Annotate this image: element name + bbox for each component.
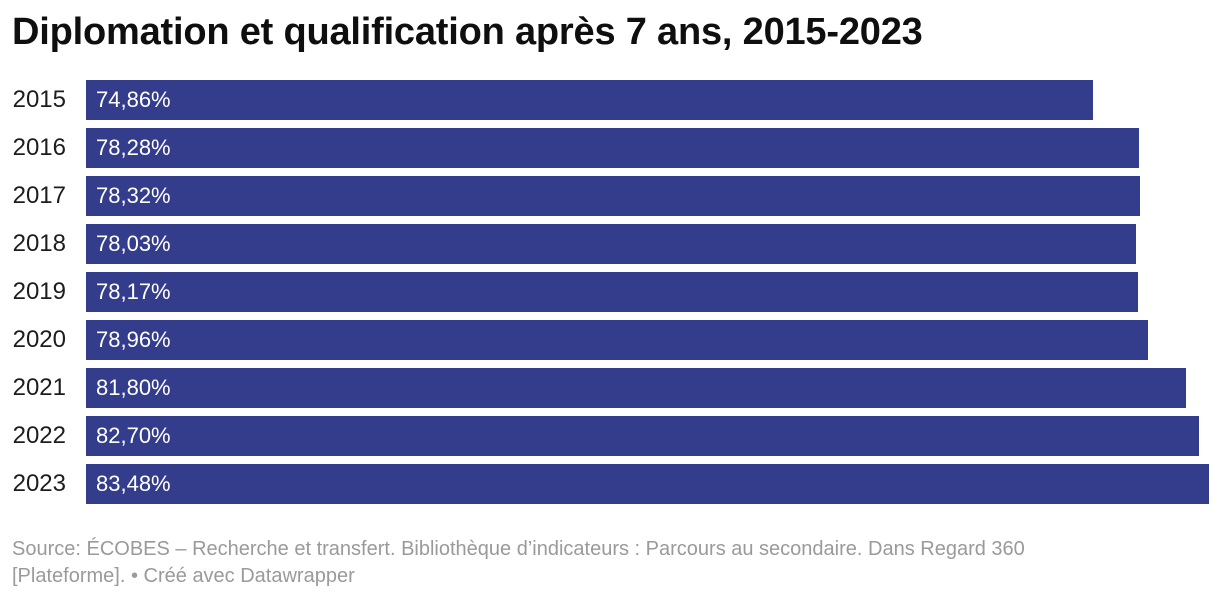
bar: 78,28% bbox=[86, 127, 1140, 168]
bar: 78,96% bbox=[86, 319, 1149, 360]
bar-row: 2017 78,32% bbox=[12, 175, 1209, 216]
source-text: Source: ÉCOBES – Recherche et transfert.… bbox=[12, 537, 1025, 587]
category-label: 2016 bbox=[12, 133, 66, 161]
category-label: 2021 bbox=[12, 373, 66, 401]
bar: 78,17% bbox=[86, 271, 1138, 312]
value-label: 81,80% bbox=[96, 374, 171, 400]
value-label: 78,17% bbox=[96, 278, 171, 304]
value-label: 78,03% bbox=[96, 230, 171, 256]
bar: 74,86% bbox=[86, 79, 1094, 120]
bar: 82,70% bbox=[86, 415, 1199, 456]
category-label: 2015 bbox=[12, 85, 66, 113]
bar-track: 78,28% bbox=[86, 127, 1209, 168]
bar: 78,32% bbox=[86, 175, 1140, 216]
category-label: 2020 bbox=[12, 325, 66, 353]
chart-container: Diplomation et qualification après 7 ans… bbox=[12, 11, 1209, 590]
bar-track: 78,03% bbox=[86, 223, 1209, 264]
bar-track: 82,70% bbox=[86, 415, 1209, 456]
category-label: 2018 bbox=[12, 229, 66, 257]
bar: 78,03% bbox=[86, 223, 1136, 264]
bar-track: 74,86% bbox=[86, 79, 1209, 120]
bar-row: 2016 78,28% bbox=[12, 127, 1209, 168]
value-label: 78,96% bbox=[96, 326, 171, 352]
value-label: 82,70% bbox=[96, 422, 171, 448]
value-label: 83,48% bbox=[96, 470, 171, 496]
bar-row: 2019 78,17% bbox=[12, 271, 1209, 312]
category-label: 2022 bbox=[12, 421, 66, 449]
bar: 83,48% bbox=[86, 463, 1209, 504]
bar-track: 78,17% bbox=[86, 271, 1209, 312]
footer: Source: ÉCOBES – Recherche et transfert.… bbox=[12, 536, 1117, 590]
bar: 81,80% bbox=[86, 367, 1187, 408]
bar-row: 2021 81,80% bbox=[12, 367, 1209, 408]
value-label: 78,32% bbox=[96, 182, 171, 208]
bar-row: 2020 78,96% bbox=[12, 319, 1209, 360]
category-label: 2019 bbox=[12, 277, 66, 305]
bar-chart-rows: 2015 74,86% 2016 78,28% 2017 78,32% 2018… bbox=[12, 79, 1209, 504]
footer-separator: • bbox=[130, 564, 138, 587]
chart-title: Diplomation et qualification après 7 ans… bbox=[12, 11, 923, 53]
bar-track: 83,48% bbox=[86, 463, 1209, 504]
value-label: 74,86% bbox=[96, 86, 171, 112]
datawrapper-credit-link[interactable]: Créé avec Datawrapper bbox=[143, 564, 355, 587]
bar-row: 2015 74,86% bbox=[12, 79, 1209, 120]
bar-row: 2023 83,48% bbox=[12, 463, 1209, 504]
category-label: 2023 bbox=[12, 469, 66, 497]
category-label: 2017 bbox=[12, 181, 66, 209]
bar-track: 81,80% bbox=[86, 367, 1209, 408]
bar-track: 78,32% bbox=[86, 175, 1209, 216]
bar-row: 2018 78,03% bbox=[12, 223, 1209, 264]
bar-track: 78,96% bbox=[86, 319, 1209, 360]
value-label: 78,28% bbox=[96, 134, 171, 160]
bar-row: 2022 82,70% bbox=[12, 415, 1209, 456]
